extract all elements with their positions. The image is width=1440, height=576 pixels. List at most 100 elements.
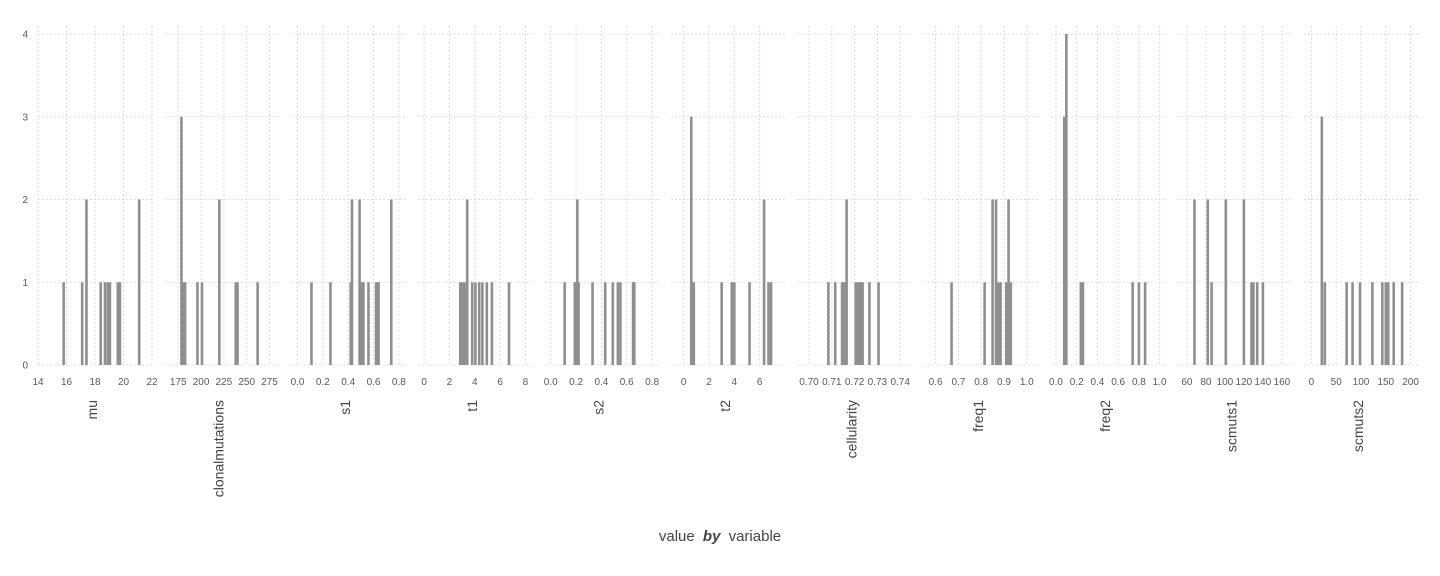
x-tick-label: 18	[89, 377, 101, 388]
facet-label: mu	[84, 400, 100, 419]
histogram-bar	[490, 282, 494, 365]
histogram-bar	[603, 282, 607, 365]
histogram-bar	[1358, 282, 1362, 365]
histogram-bar	[1386, 282, 1390, 365]
histogram-bar	[733, 282, 736, 365]
histogram-bar	[999, 282, 1002, 365]
x-tick-label: 22	[146, 377, 158, 388]
histogram-bar	[1062, 116, 1066, 365]
x-tick-label: 2	[447, 377, 453, 388]
histogram-bar	[507, 282, 511, 365]
histogram-bar	[477, 282, 481, 365]
histogram-bar	[633, 282, 636, 365]
x-tick-label: 0.8	[974, 377, 988, 388]
facet-label: scmuts1	[1223, 400, 1239, 452]
histogram-bar	[1004, 282, 1008, 365]
histogram-bar	[767, 282, 770, 365]
histogram-bar	[1007, 199, 1010, 365]
y-tick-label: 0	[22, 361, 28, 372]
histogram-bar	[1081, 282, 1085, 365]
x-tick-label: 225	[216, 377, 233, 388]
y-tick-label: 1	[22, 278, 28, 289]
histogram-bar	[461, 282, 465, 365]
histogram-bar	[470, 282, 474, 365]
x-tick-label: 0.70	[799, 377, 819, 388]
x-tick-label: 0.2	[569, 377, 583, 388]
x-tick-label: 0.6	[929, 377, 943, 388]
x-tick-label: 0.4	[594, 377, 608, 388]
histogram-bar	[465, 199, 469, 365]
x-tick-label: 0	[1309, 377, 1315, 388]
histogram-bar	[720, 282, 723, 365]
histogram-bar	[481, 282, 484, 365]
histogram-bar	[1255, 282, 1259, 365]
histogram-bar	[1345, 282, 1348, 365]
facet-label: freq1	[970, 400, 986, 432]
histogram-bar	[1384, 282, 1388, 365]
histogram-bar	[196, 282, 199, 365]
facet-label: s1	[337, 400, 353, 415]
histogram-bar	[619, 282, 622, 365]
facet-label: scmuts2	[1350, 400, 1366, 452]
histogram-bar	[118, 282, 122, 365]
x-tick-label: 6	[497, 377, 503, 388]
facet-label: t1	[464, 400, 480, 412]
histogram-bar	[748, 282, 751, 365]
x-tick-label: 275	[261, 377, 278, 388]
x-tick-label: 4	[732, 377, 738, 388]
x-tick-label: 0.7	[951, 377, 965, 388]
histogram-bar	[845, 199, 848, 365]
x-tick-label: 14	[32, 377, 44, 388]
x-tick-label: 0.73	[868, 377, 888, 388]
histogram-bar	[218, 199, 221, 365]
histogram-bar	[329, 282, 332, 365]
facet-label: clonalmutations	[211, 400, 227, 497]
histogram-bar	[474, 282, 477, 365]
facet-panel-freq2: 0.0 0.2 0.4 0.6 0.8 1.0 freq2	[1049, 26, 1167, 432]
histogram-bar	[200, 282, 204, 365]
histogram-bar	[854, 282, 858, 365]
x-tick-label: 0.6	[1111, 377, 1125, 388]
x-tick-label: 0	[681, 377, 687, 388]
x-tick-label: 100	[1217, 377, 1234, 388]
x-tick-label: 8	[523, 377, 529, 388]
histogram-bar	[950, 282, 953, 365]
histogram-bar	[611, 282, 615, 365]
histogram-bar	[1210, 282, 1213, 365]
x-tick-label: 0.6	[620, 377, 634, 388]
x-tick-label: 4	[472, 377, 478, 388]
histogram-bar	[108, 282, 112, 365]
facet-panel-cellularity: 0.70 0.71 0.72 0.73 0.74 cellularity	[797, 26, 912, 458]
x-tick-label: 0.8	[645, 377, 659, 388]
histogram-bar	[692, 282, 696, 365]
histogram-bar	[1193, 199, 1196, 365]
histogram-bar	[1252, 282, 1255, 365]
histogram-bar	[868, 282, 871, 365]
histogram-bar	[983, 282, 986, 365]
histogram-bar	[80, 282, 84, 365]
x-tick-label: 1.0	[1153, 377, 1167, 388]
histogram-bar	[843, 282, 846, 365]
histogram-bar	[1351, 282, 1354, 365]
histogram-bar	[1143, 282, 1147, 365]
histogram-bar	[377, 282, 380, 365]
x-tick-label: 60	[1181, 377, 1193, 388]
histogram-bar	[234, 282, 238, 365]
histogram-bar	[577, 282, 580, 365]
x-tick-label: 200	[193, 377, 210, 388]
facet-panel-freq1: 0.6 0.7 0.8 0.9 1.0 freq1	[924, 26, 1039, 432]
histogram-bar	[840, 282, 844, 365]
histogram-bar	[877, 282, 880, 365]
histogram-bar	[1137, 282, 1141, 365]
x-tick-label: 0.8	[392, 377, 406, 388]
histogram-bar	[730, 282, 734, 365]
histogram-bar	[856, 282, 860, 365]
facet-panel-s1: 0.0 0.2 0.4 0.6 0.8 s1	[291, 26, 406, 415]
histogram-bar	[997, 282, 1000, 365]
facet-label: t2	[717, 400, 733, 412]
y-tick-label: 3	[22, 112, 28, 123]
x-tick-label: 0.4	[1090, 377, 1104, 388]
histogram-bar	[861, 282, 864, 365]
histogram-bar	[85, 199, 88, 365]
